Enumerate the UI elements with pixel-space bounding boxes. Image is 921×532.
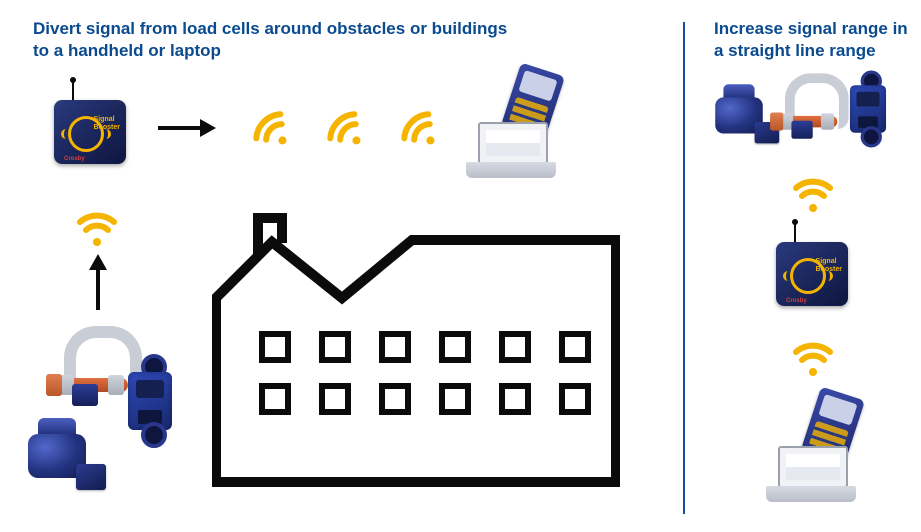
signal-booster-left: Signal Booster Crosby [54,80,126,168]
signal-booster-right: Signal Booster Crosby [776,222,848,310]
right-title-line2: a straight line range [714,41,876,60]
right-title: Increase signal range in a straight line… [714,18,908,62]
signal-wave-1-icon [244,102,294,152]
booster-label-r1: Signal [816,258,837,265]
booster-label: Signal Booster [94,116,120,131]
booster-antenna-icon [72,80,74,102]
arrow-right-icon [156,116,218,140]
laptop-icon [466,122,556,178]
compression-cell-left [28,418,86,488]
arrow-up-icon [86,254,110,312]
wifi-right-1-icon [788,164,838,214]
booster-brand-r: Crosby [786,298,807,304]
left-title-line1: Divert signal from load cells around obs… [33,19,507,38]
right-title-line1: Increase signal range in [714,19,908,38]
left-title-line2: to a handheld or laptop [33,41,221,60]
signal-wave-3-icon [392,102,442,152]
load-shackle-right [778,73,835,139]
wifi-right-2-icon [788,328,838,378]
factory-building-icon [212,198,620,488]
booster-brand: Crosby [64,156,85,162]
load-link-right [850,74,886,145]
left-title: Divert signal from load cells around obs… [33,18,507,62]
load-link-left [128,358,172,444]
receiver-right [766,392,866,502]
panel-divider [683,22,685,514]
booster-label-r2: Booster [816,266,842,273]
booster-label-l2: Booster [94,124,120,131]
booster-label: Signal Booster [816,258,842,273]
receiver-left [466,68,566,178]
compression-cell-right [715,84,763,141]
laptop-icon [766,446,856,502]
booster-antenna-icon [794,222,796,244]
booster-label-l1: Signal [94,116,115,123]
signal-wave-2-icon [318,102,368,152]
load-shackle-left [56,326,126,406]
wifi-up-left-icon [72,198,122,248]
